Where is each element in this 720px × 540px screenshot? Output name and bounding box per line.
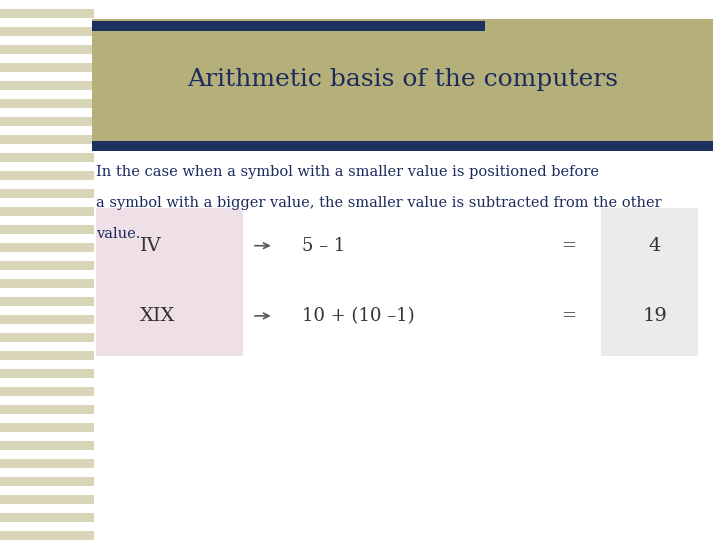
Bar [0, 378, 94, 387]
Bar [0, 315, 94, 324]
Bar [0, 459, 94, 468]
Bar [0, 423, 94, 432]
Bar [0, 189, 94, 198]
Bar [0, 18, 94, 27]
Bar [0, 396, 94, 405]
Bar [92, 19, 713, 151]
Bar [0, 72, 94, 81]
Bar [0, 45, 94, 54]
Bar [0, 171, 94, 180]
Bar [0, 162, 94, 171]
Bar [0, 27, 94, 36]
Bar [0, 405, 94, 414]
Text: XIX: XIX [140, 307, 176, 325]
Bar [92, 141, 713, 151]
Bar [0, 288, 94, 297]
Bar [0, 495, 94, 504]
Bar [0, 504, 94, 513]
Bar [0, 522, 94, 531]
Bar [0, 54, 94, 63]
Bar [0, 207, 94, 216]
Bar [0, 261, 94, 270]
Bar [0, 513, 94, 522]
Text: =: = [562, 307, 576, 325]
Bar [96, 208, 243, 356]
Bar [0, 333, 94, 342]
Text: 5 – 1: 5 – 1 [302, 237, 346, 255]
Bar [0, 486, 94, 495]
Bar [92, 21, 485, 31]
Bar [0, 414, 94, 423]
Bar [0, 0, 94, 9]
Bar [0, 531, 94, 540]
Bar [0, 81, 94, 90]
Bar [0, 297, 94, 306]
Text: 10 + (10 –1): 10 + (10 –1) [302, 307, 415, 325]
Bar [0, 225, 94, 234]
Bar [601, 208, 698, 356]
Bar [0, 216, 94, 225]
Bar [0, 360, 94, 369]
Text: a symbol with a bigger value, the smaller value is subtracted from the other: a symbol with a bigger value, the smalle… [96, 196, 662, 210]
Bar [0, 477, 94, 486]
Bar [0, 126, 94, 135]
Bar [0, 9, 94, 18]
Bar [0, 342, 94, 351]
Text: 19: 19 [642, 307, 667, 325]
Bar [0, 243, 94, 252]
Bar [0, 153, 94, 162]
Bar [0, 324, 94, 333]
Bar [0, 117, 94, 126]
Bar [0, 198, 94, 207]
Bar [0, 387, 94, 396]
Bar [0, 234, 94, 243]
Bar [0, 108, 94, 117]
Bar [0, 90, 94, 99]
Bar [0, 144, 94, 153]
Bar [0, 306, 94, 315]
Bar [0, 369, 94, 378]
Bar [0, 135, 94, 144]
Bar [0, 252, 94, 261]
Bar [0, 180, 94, 189]
Bar [0, 99, 94, 108]
Bar [0, 270, 94, 279]
Text: =: = [562, 237, 576, 255]
Bar [0, 63, 94, 72]
Text: Arithmetic basis of the computers: Arithmetic basis of the computers [187, 68, 618, 91]
Text: IV: IV [140, 237, 162, 255]
Text: 4: 4 [649, 237, 661, 255]
Bar [0, 468, 94, 477]
Bar [0, 351, 94, 360]
Text: In the case when a symbol with a smaller value is positioned before: In the case when a symbol with a smaller… [96, 165, 599, 179]
Bar [0, 441, 94, 450]
Bar [0, 432, 94, 441]
Text: value.: value. [96, 227, 140, 241]
Bar [0, 36, 94, 45]
Bar [0, 279, 94, 288]
Bar [0, 450, 94, 459]
